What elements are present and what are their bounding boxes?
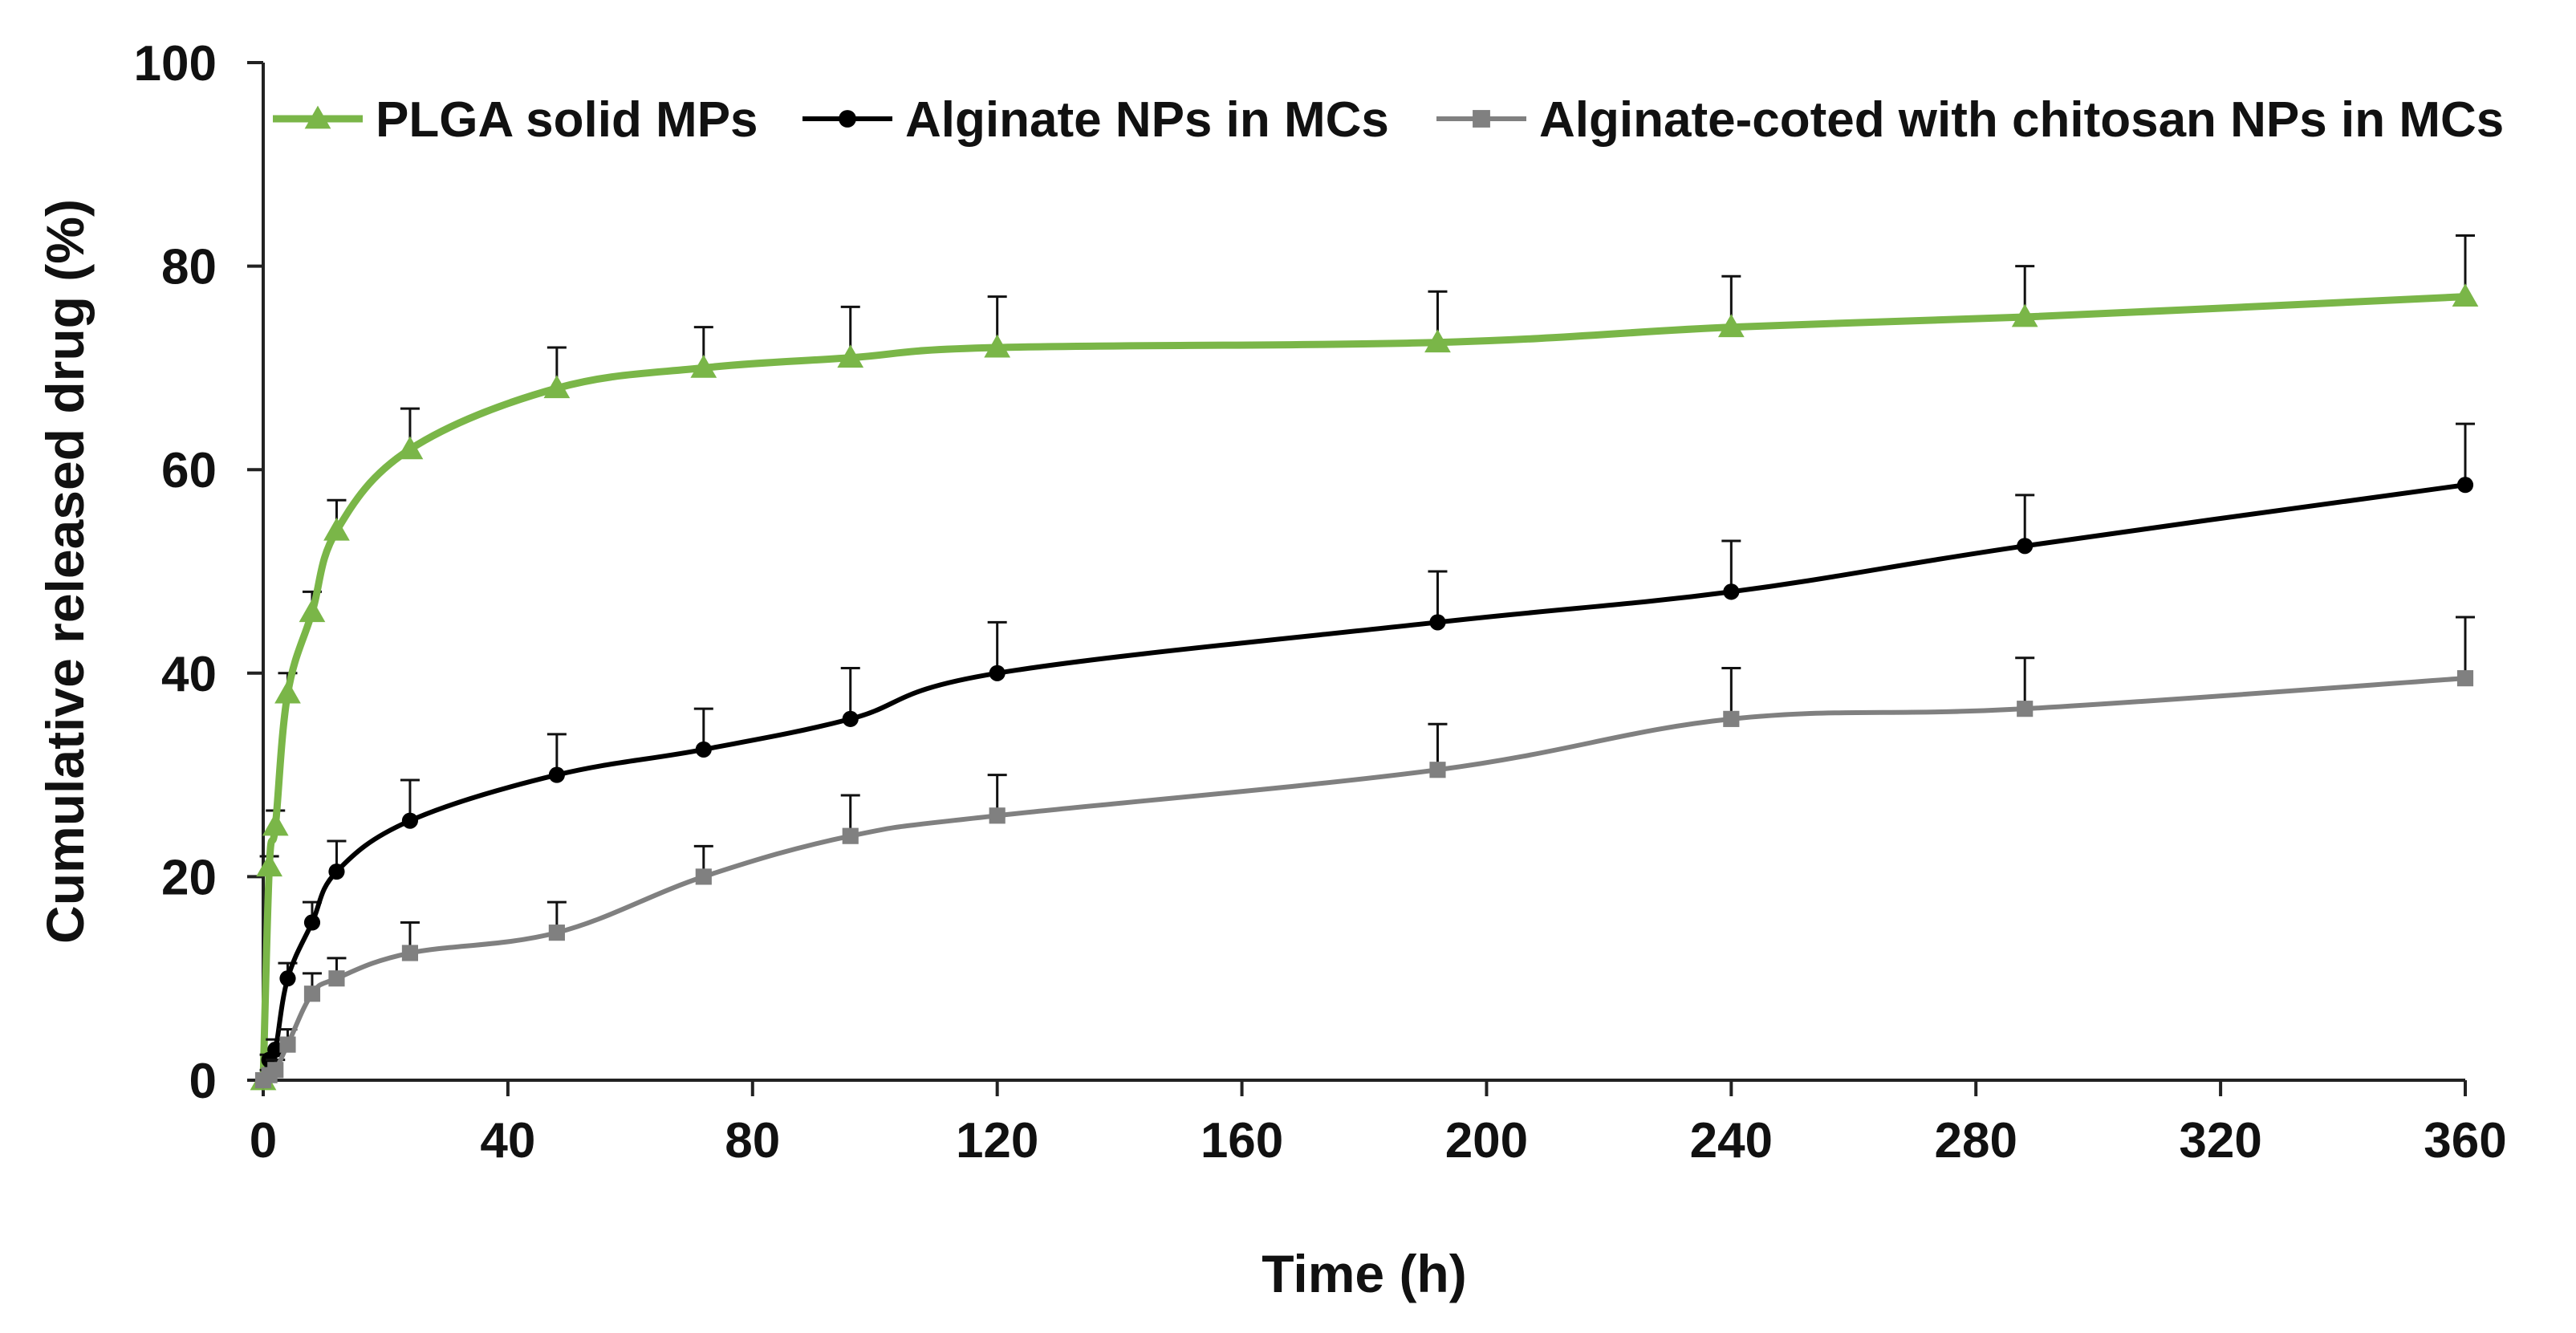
point-alginate-coted-with-chitosan-nps-in-mcs-24	[401, 945, 419, 961]
point-alginate-nps-in-mcs-2	[267, 1041, 284, 1059]
point-plga-solid-mps-4	[274, 680, 301, 704]
legend: PLGA solid MPs Alginate NPs in MCs Alginat…	[273, 92, 2504, 148]
x-tick-label-280: 280	[1934, 1113, 2017, 1168]
point-plga-solid-mps-240	[1717, 314, 1745, 338]
point-alginate-coted-with-chitosan-nps-in-mcs-240	[1723, 710, 1740, 727]
series-plga-solid-mps	[250, 234, 2479, 1091]
point-plga-solid-mps-288	[2011, 303, 2038, 327]
legend-marker-plga-solid-mps	[304, 105, 331, 129]
x-tick-label-200: 200	[1445, 1113, 1528, 1168]
markers-alginate-nps-in-mcs	[254, 477, 2474, 1089]
point-alginate-coted-with-chitosan-nps-in-mcs-12	[328, 970, 345, 987]
x-tick-label-320: 320	[2179, 1113, 2261, 1168]
x-tick-label-0: 0	[250, 1113, 277, 1168]
x-axis-title: Time (h)	[1262, 1244, 1466, 1303]
x-tick-label-40: 40	[480, 1113, 535, 1168]
point-plga-solid-mps-1	[256, 853, 282, 877]
x-tick-label-80: 80	[725, 1113, 780, 1168]
point-alginate-nps-in-mcs-192	[1429, 614, 1446, 631]
point-plga-solid-mps-72	[690, 355, 717, 378]
point-alginate-nps-in-mcs-240	[1723, 583, 1740, 600]
error-bars-alginate-coted-with-chitosan-nps-in-mcs	[259, 616, 2475, 1075]
point-alginate-nps-in-mcs-24	[401, 812, 419, 829]
legend-item-plga-solid-mps: PLGA solid MPs	[273, 92, 758, 148]
legend-item-alginate-coted-with-chitosan-nps-in-mcs: Alginate-coted with chitosan NPs in MCs	[1436, 92, 2504, 148]
point-alginate-nps-in-mcs-8	[303, 914, 321, 931]
point-alginate-coted-with-chitosan-nps-in-mcs-48	[548, 925, 565, 941]
point-plga-solid-mps-24	[396, 436, 424, 460]
point-alginate-coted-with-chitosan-nps-in-mcs-4	[279, 1036, 296, 1053]
x-tick-label-240: 240	[1690, 1113, 1773, 1168]
line-alginate-nps-in-mcs	[261, 482, 2468, 1083]
y-axis-title: Cumulative released drug (%)	[35, 199, 95, 944]
point-alginate-coted-with-chitosan-nps-in-mcs-192	[1429, 762, 1446, 778]
point-alginate-nps-in-mcs-48	[548, 766, 565, 783]
series-layer	[250, 234, 2479, 1091]
line-plga-solid-mps	[259, 293, 2469, 1084]
x-ticks: 0 40 80 120 160 200 240 280 320 360	[250, 1080, 2507, 1168]
point-alginate-nps-in-mcs-120	[989, 664, 1006, 681]
point-alginate-coted-with-chitosan-nps-in-mcs-288	[2017, 701, 2034, 717]
markers-alginate-coted-with-chitosan-nps-in-mcs	[254, 670, 2474, 1089]
legend-item-alginate-nps-in-mcs: Alginate NPs in MCs	[802, 92, 1389, 148]
error-bars-plga-solid-mps	[259, 234, 2475, 867]
point-alginate-coted-with-chitosan-nps-in-mcs-72	[695, 868, 712, 885]
point-alginate-nps-in-mcs-4	[279, 970, 296, 987]
y-tick-label-0: 0	[189, 1054, 217, 1109]
legend-marker-alginate-coted-with-chitosan-nps-in-mcs	[1473, 110, 1490, 128]
series-alginate-coted-with-chitosan-nps-in-mcs	[254, 616, 2475, 1089]
legend-marker-alginate-nps-in-mcs	[839, 110, 856, 128]
point-plga-solid-mps-96	[837, 344, 864, 368]
error-bars-alginate-nps-in-mcs	[259, 422, 2475, 1060]
point-plga-solid-mps-120	[984, 334, 1011, 358]
point-alginate-nps-in-mcs-12	[328, 863, 345, 880]
point-alginate-coted-with-chitosan-nps-in-mcs-2	[267, 1062, 284, 1079]
legend-label-alginate-nps-in-mcs: Alginate NPs in MCs	[905, 92, 1389, 148]
point-plga-solid-mps-48	[543, 375, 571, 399]
markers-plga-solid-mps	[250, 283, 2479, 1091]
point-alginate-coted-with-chitosan-nps-in-mcs-8	[303, 986, 321, 1002]
y-tick-label-100: 100	[134, 36, 217, 91]
line-alginate-coted-with-chitosan-nps-in-mcs	[261, 676, 2468, 1083]
point-alginate-coted-with-chitosan-nps-in-mcs-120	[989, 807, 1006, 824]
y-tick-label-80: 80	[161, 240, 217, 295]
y-tick-label-60: 60	[161, 443, 217, 498]
legend-label-plga-solid-mps: PLGA solid MPs	[376, 92, 758, 148]
point-alginate-nps-in-mcs-72	[695, 741, 712, 758]
point-alginate-nps-in-mcs-288	[2017, 538, 2034, 555]
y-tick-label-20: 20	[161, 850, 217, 905]
point-plga-solid-mps-2	[262, 812, 289, 836]
y-tick-label-40: 40	[161, 647, 217, 702]
point-plga-solid-mps-192	[1424, 329, 1451, 353]
point-alginate-coted-with-chitosan-nps-in-mcs-96	[842, 827, 859, 844]
axes: 0 40 80 120 160 200 240 280 320 360 0 20 40 60 80 100	[134, 36, 2507, 1168]
point-plga-solid-mps-360	[2452, 283, 2479, 307]
legend-label-alginate-coted-with-chitosan-nps-in-mcs: Alginate-coted with chitosan NPs in MCs	[1539, 92, 2504, 148]
point-alginate-nps-in-mcs-96	[842, 710, 859, 727]
series-alginate-nps-in-mcs	[254, 422, 2475, 1089]
x-tick-label-360: 360	[2424, 1113, 2506, 1168]
x-tick-label-120: 120	[956, 1113, 1038, 1168]
x-tick-label-160: 160	[1201, 1113, 1283, 1168]
point-plga-solid-mps-12	[323, 517, 350, 541]
point-plga-solid-mps-8	[299, 599, 326, 623]
point-alginate-coted-with-chitosan-nps-in-mcs-360	[2456, 670, 2474, 687]
point-alginate-nps-in-mcs-360	[2456, 477, 2474, 494]
y-ticks: 0 20 40 60 80 100	[134, 36, 263, 1109]
